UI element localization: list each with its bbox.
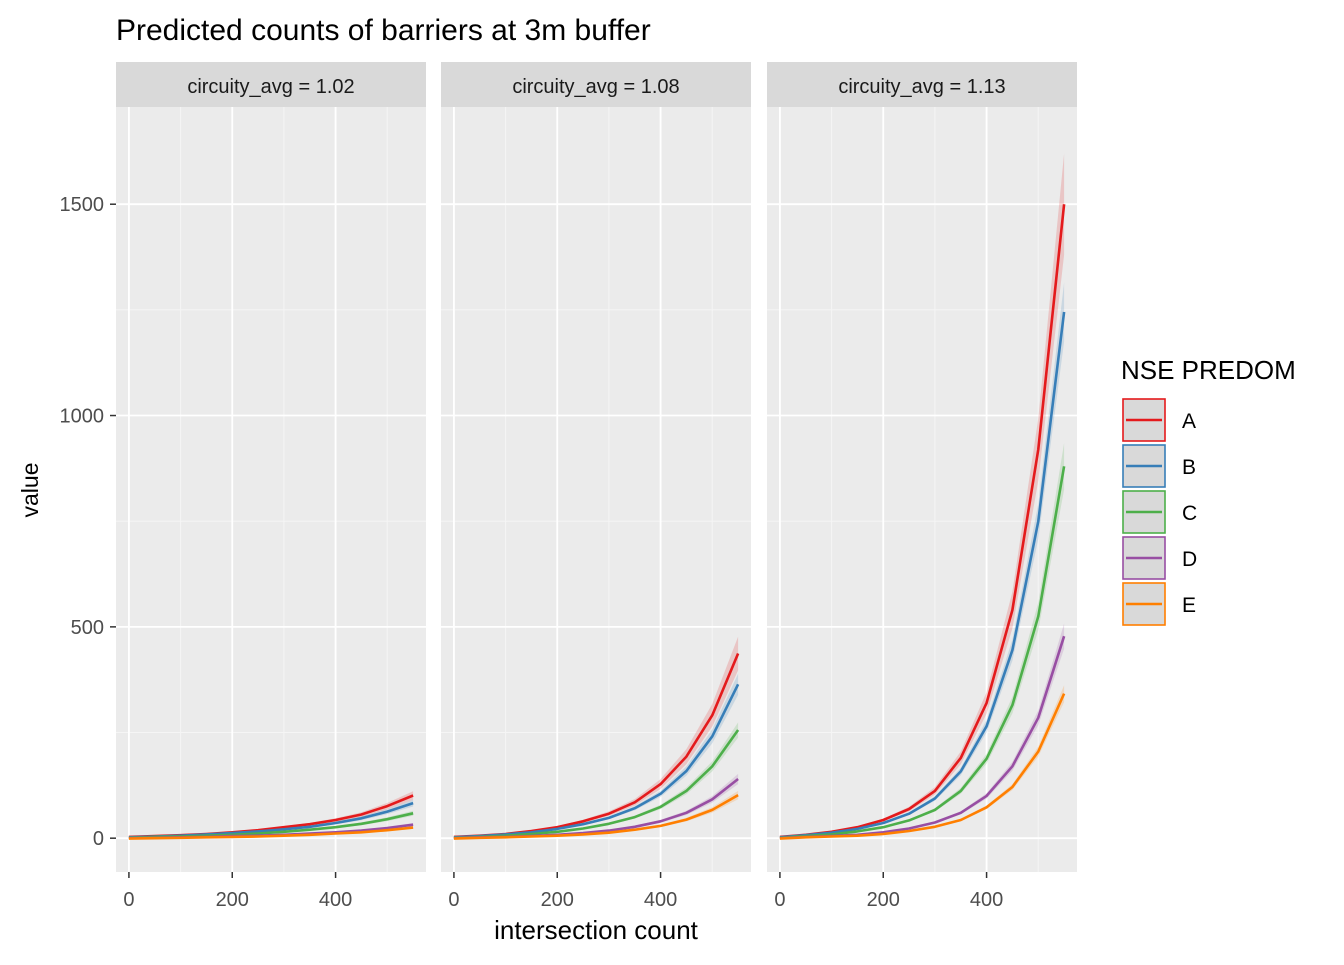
legend-item-c: C — [1122, 490, 1197, 534]
series-line-e — [453, 793, 739, 840]
y-axis-ticks: 0 500 1000 1500 — [60, 194, 116, 850]
facet-strip — [767, 62, 1077, 107]
facet-strip — [441, 62, 751, 107]
x-axis-title: intersection count — [494, 915, 699, 945]
x-tick-label: 0 — [774, 889, 785, 911]
chart-title: Predicted counts of barriers at 3m buffe… — [116, 14, 651, 47]
legend-item-label: D — [1182, 548, 1197, 571]
x-tick-label: 200 — [867, 889, 900, 911]
legend-title: NSE PREDOM — [1121, 355, 1296, 385]
legend-item-label: A — [1182, 410, 1196, 433]
facet-panel-2: circuity_avg = 1.08 0 200 400 — [441, 62, 751, 911]
x-tick-label: 400 — [644, 889, 677, 911]
facet-strip-label: circuity_avg = 1.08 — [512, 76, 679, 98]
panel-background — [441, 107, 751, 872]
series-lines — [779, 204, 1066, 840]
legend-item-d: D — [1122, 536, 1197, 580]
series-lines — [453, 652, 740, 840]
y-axis-title: value — [17, 463, 43, 518]
series-line-e — [779, 693, 1066, 840]
facet-strip-label: circuity_avg = 1.02 — [187, 76, 354, 98]
facet-panel-1: circuity_avg = 1.02 0 200 400 — [116, 62, 426, 911]
y-tick-label: 500 — [71, 617, 104, 639]
series-lines — [128, 794, 414, 840]
confidence-bands — [779, 153, 1065, 839]
legend-item-b: B — [1122, 444, 1196, 488]
x-tick-label: 400 — [319, 889, 352, 911]
x-tick-label: 0 — [448, 889, 459, 911]
x-tick-label: 0 — [123, 889, 134, 911]
series-line-c — [779, 466, 1066, 840]
facet-strip — [116, 62, 426, 107]
legend-item-label: B — [1182, 456, 1196, 479]
legend-item-e: E — [1122, 582, 1196, 626]
confidence-band-e — [779, 685, 1065, 839]
y-tick-label: 1500 — [60, 194, 105, 216]
series-line-e — [128, 826, 414, 840]
facet-panel-3: circuity_avg = 1.13 0 200 400 — [767, 62, 1077, 911]
y-tick-label: 0 — [93, 828, 104, 850]
facet-strip-label: circuity_avg = 1.13 — [838, 76, 1005, 98]
panel-background — [116, 107, 426, 872]
x-tick-label: 200 — [541, 889, 574, 911]
legend-item-label: E — [1182, 594, 1196, 617]
series-line-b — [779, 311, 1066, 839]
x-tick-label: 200 — [216, 889, 249, 911]
legend-item-label: C — [1182, 502, 1197, 525]
x-tick-label: 400 — [970, 889, 1003, 911]
y-tick-label: 1000 — [60, 406, 105, 428]
legend-item-a: A — [1122, 398, 1196, 442]
